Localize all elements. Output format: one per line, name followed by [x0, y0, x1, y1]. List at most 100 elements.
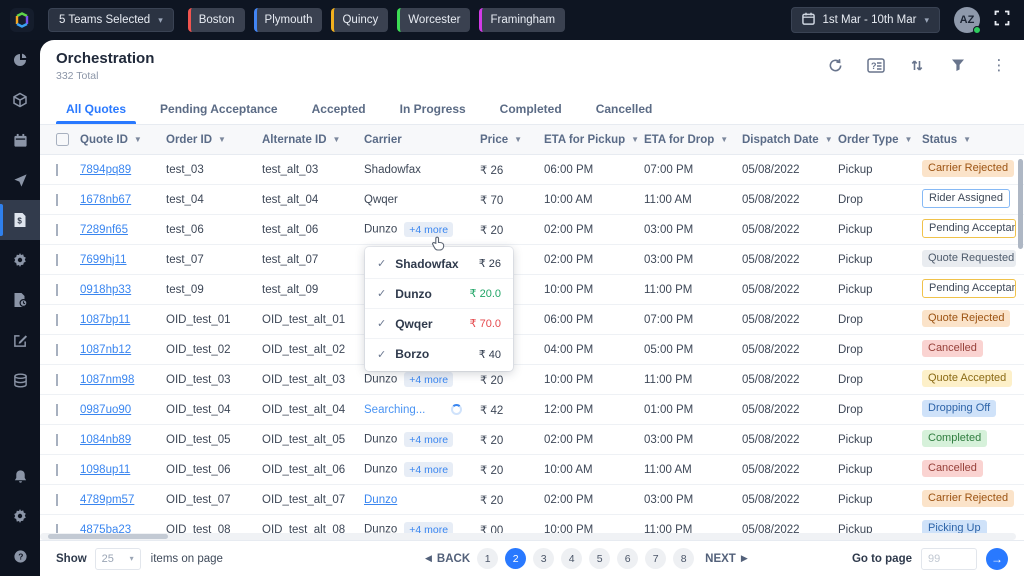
tab-pending-acceptance[interactable]: Pending Acceptance: [160, 102, 278, 116]
carrier-option-qwqer[interactable]: ✓ Qwqer ₹ 70.0: [365, 309, 513, 339]
table-row[interactable]: 1098up11 OID_test_06 OID_test_alt_06 Dunzo +…: [40, 455, 1024, 485]
tab-completed[interactable]: Completed: [499, 102, 562, 116]
column-help-icon[interactable]: ?: [867, 56, 885, 74]
column-header-order-type[interactable]: Order Type ▼: [838, 133, 913, 146]
select-all-checkbox[interactable]: [40, 133, 78, 146]
sidebar-item-alerts[interactable]: [0, 456, 40, 496]
back-button[interactable]: ◀ BACK: [425, 552, 471, 565]
tab-cancelled[interactable]: Cancelled: [595, 102, 653, 116]
table-row[interactable]: 1084nb89 OID_test_05 OID_test_alt_05 Dunzo +…: [40, 425, 1024, 455]
table-row[interactable]: 0918hp33 test_09 test_alt_09 10:00 PM 11:00 …: [40, 275, 1024, 305]
table-row[interactable]: 7699hj11 test_07 test_alt_07 02:00 PM 03:00 …: [40, 245, 1024, 275]
row-checkbox[interactable]: [40, 373, 78, 386]
quote-id-link[interactable]: 1084nb89: [80, 433, 132, 446]
quote-id-link[interactable]: 1087nm98: [80, 373, 135, 386]
row-checkbox[interactable]: [40, 313, 78, 326]
page-button-6[interactable]: 6: [617, 548, 639, 569]
more-carriers-chip[interactable]: +4 more: [404, 222, 454, 237]
team-chip-quincy[interactable]: Quincy: [331, 8, 389, 32]
tab-in-progress[interactable]: In Progress: [399, 102, 466, 116]
sort-caret-icon[interactable]: ▼: [720, 135, 729, 144]
page-button-1[interactable]: 1: [477, 548, 499, 569]
carrier-option-dunzo[interactable]: ✓ Dunzo ₹ 20.0: [365, 279, 513, 309]
tab-all-quotes[interactable]: All Quotes: [55, 102, 137, 124]
fullscreen-icon[interactable]: [994, 10, 1010, 31]
sort-caret-icon[interactable]: ▼: [904, 135, 913, 144]
column-header-eta-for-pickup[interactable]: ETA for Pickup ▼: [544, 133, 640, 146]
sort-caret-icon[interactable]: ▼: [824, 135, 833, 144]
carrier-link[interactable]: Dunzo: [364, 493, 398, 506]
row-checkbox[interactable]: [40, 433, 78, 446]
sidebar-item-dashboard[interactable]: [0, 40, 40, 80]
app-logo-icon[interactable]: [10, 8, 34, 32]
refresh-icon[interactable]: [826, 56, 844, 74]
column-header-eta-for-drop[interactable]: ETA for Drop ▼: [644, 133, 729, 146]
sidebar-item-schedule[interactable]: [0, 120, 40, 160]
column-header-quote-id[interactable]: Quote ID ▼: [80, 133, 142, 146]
row-checkbox[interactable]: [40, 223, 78, 236]
page-button-5[interactable]: 5: [589, 548, 611, 569]
sort-caret-icon[interactable]: ▼: [631, 135, 640, 144]
sidebar-item-cog[interactable]: [0, 240, 40, 280]
next-button[interactable]: NEXT ▶: [705, 552, 748, 565]
page-button-4[interactable]: 4: [561, 548, 583, 569]
quote-id-link[interactable]: 7894pq89: [80, 163, 132, 176]
filter-icon[interactable]: [949, 56, 967, 74]
sort-caret-icon[interactable]: ▼: [963, 135, 972, 144]
more-carriers-chip[interactable]: +4 more: [404, 462, 454, 477]
quote-id-link[interactable]: 1098up11: [80, 463, 131, 476]
quote-id-link[interactable]: 1087nb12: [80, 343, 132, 356]
sort-caret-icon[interactable]: ▼: [514, 135, 523, 144]
table-row[interactable]: 7894pq89 test_03 test_alt_03 Shadowfax ₹ 26 0…: [40, 155, 1024, 185]
sidebar-item-dispatch[interactable]: [0, 160, 40, 200]
sidebar-item-reports[interactable]: [0, 280, 40, 320]
vertical-scrollbar[interactable]: [1018, 159, 1023, 249]
row-checkbox[interactable]: [40, 283, 78, 296]
team-chip-worcester[interactable]: Worcester: [397, 8, 471, 32]
row-checkbox[interactable]: [40, 193, 78, 206]
column-header-order-id[interactable]: Order ID ▼: [166, 133, 226, 146]
page-button-2[interactable]: 2: [505, 548, 527, 569]
table-row[interactable]: 1678nb67 test_04 test_alt_04 Qwqer ₹ 70 10:00…: [40, 185, 1024, 215]
user-avatar[interactable]: AZ: [954, 7, 981, 34]
sidebar-item-data[interactable]: [0, 360, 40, 400]
row-checkbox[interactable]: [40, 493, 78, 506]
table-row[interactable]: 1087bp11 OID_test_01 OID_test_alt_01 06:00 …: [40, 305, 1024, 335]
more-carriers-chip[interactable]: +4 more: [404, 432, 454, 447]
row-checkbox[interactable]: [40, 163, 78, 176]
table-row[interactable]: 7289nf65 test_06 test_alt_06 Dunzo +4 more ₹ …: [40, 215, 1024, 245]
tab-accepted[interactable]: Accepted: [311, 102, 366, 116]
sidebar-item-orders[interactable]: [0, 80, 40, 120]
quote-id-link[interactable]: 1087bp11: [80, 313, 131, 326]
page-button-7[interactable]: 7: [645, 548, 667, 569]
sidebar-item-quotes[interactable]: $: [0, 200, 40, 240]
quote-id-link[interactable]: 4875ba23: [80, 523, 132, 536]
quote-id-link[interactable]: 7699hj11: [80, 253, 127, 266]
column-header-dispatch-date[interactable]: Dispatch Date ▼: [742, 133, 833, 146]
team-chip-plymouth[interactable]: Plymouth: [253, 8, 323, 32]
row-checkbox[interactable]: [40, 403, 78, 416]
kebab-menu-icon[interactable]: ⋮: [991, 56, 1007, 74]
page-button-8[interactable]: 8: [673, 548, 695, 569]
row-checkbox[interactable]: [40, 253, 78, 266]
column-header-alternate-id[interactable]: Alternate ID ▼: [262, 133, 341, 146]
sidebar-item-edit[interactable]: [0, 320, 40, 360]
team-chip-framingham[interactable]: Framingham: [479, 8, 566, 32]
column-header-carrier[interactable]: Carrier: [364, 133, 402, 146]
row-checkbox[interactable]: [40, 463, 78, 476]
goto-page-button[interactable]: →: [986, 547, 1008, 570]
sort-caret-icon[interactable]: ▼: [332, 135, 341, 144]
row-checkbox[interactable]: [40, 343, 78, 356]
more-carriers-chip[interactable]: +4 more: [404, 372, 454, 387]
quote-id-link[interactable]: 0918hp33: [80, 283, 132, 296]
sidebar-item-help[interactable]: ?: [0, 536, 40, 576]
quote-id-link[interactable]: 4789pm57: [80, 493, 135, 506]
quote-id-link[interactable]: 7289nf65: [80, 223, 128, 236]
teams-select-dropdown[interactable]: 5 Teams Selected ▾: [48, 8, 174, 32]
sidebar-item-settings[interactable]: [0, 496, 40, 536]
goto-page-input[interactable]: [921, 547, 977, 570]
team-chip-boston[interactable]: Boston: [187, 8, 245, 32]
table-row[interactable]: 4789pm57 OID_test_07 OID_test_alt_07 Dunzo ₹…: [40, 485, 1024, 515]
quote-id-link[interactable]: 0987uo90: [80, 403, 132, 416]
carrier-option-borzo[interactable]: ✓ Borzo ₹ 40: [377, 347, 501, 361]
